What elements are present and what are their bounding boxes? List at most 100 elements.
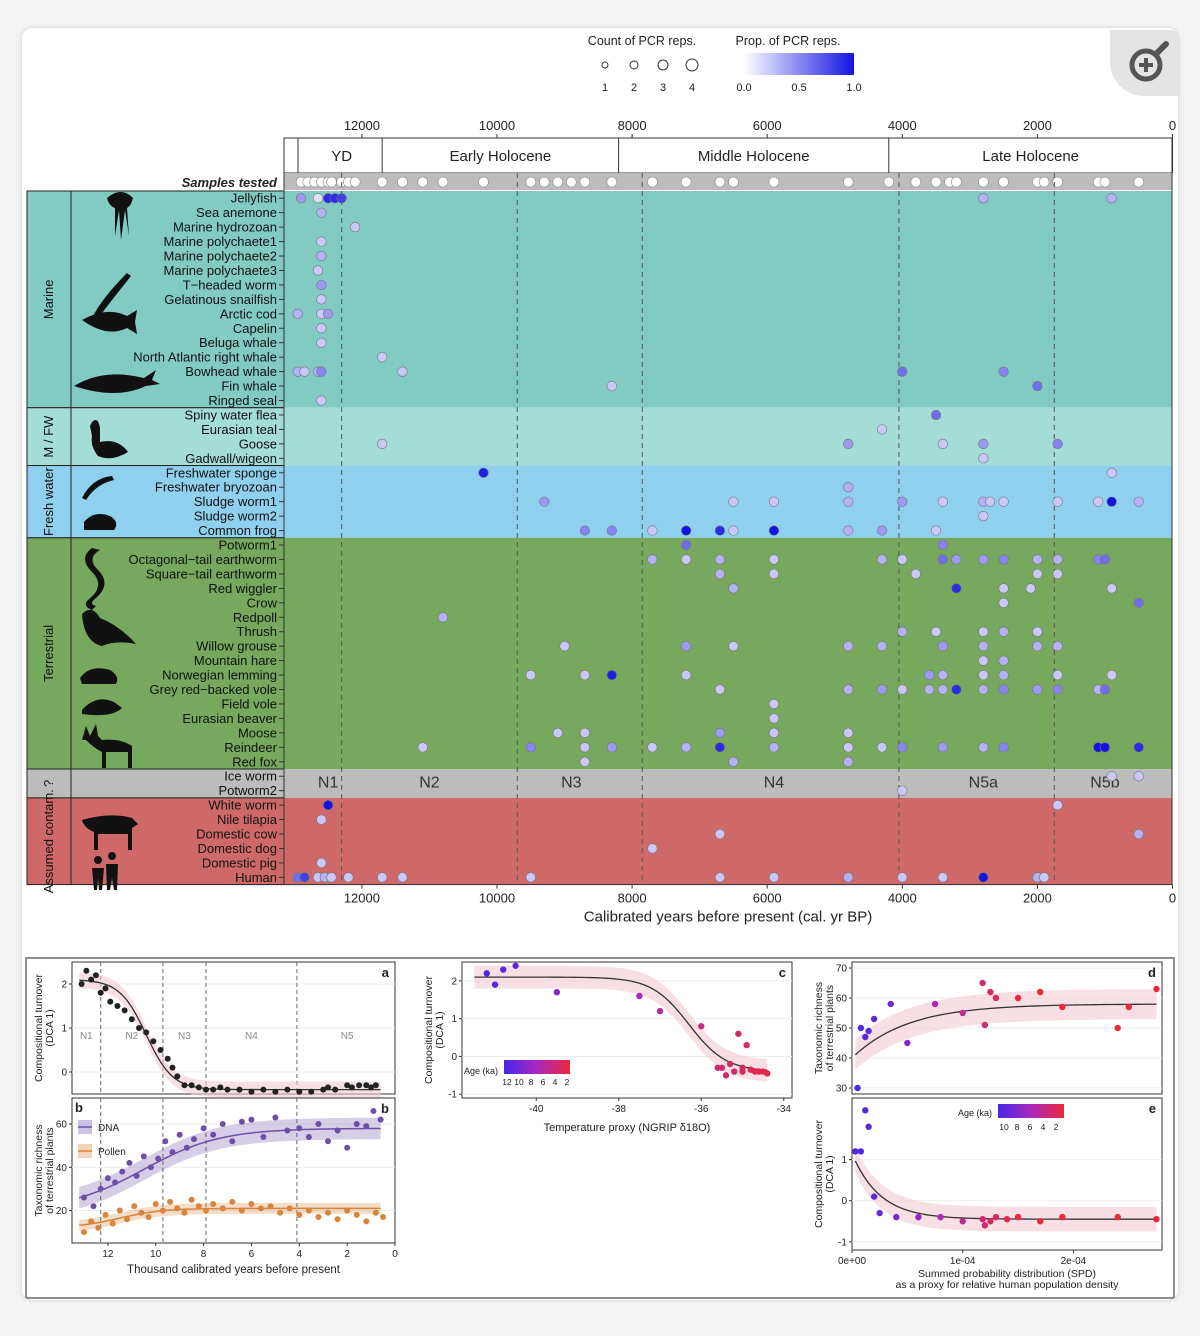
count-legend-circle: [601, 61, 609, 69]
detection-point: [326, 872, 337, 883]
bottom-axis-tick-label: 10000: [479, 891, 515, 906]
count-legend-title: Count of PCR reps.: [588, 34, 696, 48]
panel-c-point: [726, 1060, 734, 1068]
sample-marker: [647, 176, 658, 188]
panel-e-ytick-label: 1: [841, 1155, 847, 1166]
detection-point: [843, 482, 854, 493]
detection-point: [728, 756, 739, 767]
panel-c-point: [656, 1007, 664, 1015]
panel-b-ytick-label: 20: [56, 1206, 68, 1217]
panel-b-point: [169, 1149, 176, 1156]
panel-a-point: [296, 1088, 303, 1095]
panel-b-ytick-label: 60: [56, 1119, 68, 1130]
detection-point: [1052, 568, 1063, 580]
taxon-label: Gelatinous snailfish: [164, 292, 277, 307]
panel-b-point: [88, 1218, 95, 1225]
taxon-label: Red wiggler: [208, 581, 277, 596]
detection-point: [843, 872, 854, 883]
panel-e-xlabel: Summed probability distribution (SPD): [918, 1268, 1096, 1280]
detection-point: [930, 525, 942, 536]
detection-point: [876, 424, 888, 435]
detection-point: [978, 511, 989, 522]
bottom-axis-tick-label: 6000: [753, 891, 782, 906]
group-icon-box: [70, 537, 285, 770]
panel-b-point: [296, 1125, 303, 1132]
taxon-label: North Atlantic right whale: [133, 350, 277, 365]
taxon-label: Grey red−backed vole: [149, 682, 277, 697]
panel-b-point: [195, 1203, 202, 1210]
panel-b-xtick-label: 0: [392, 1249, 398, 1260]
panel-b-point: [119, 1168, 126, 1175]
detection-point: [937, 554, 948, 565]
taxon-label: Mountain hare: [194, 653, 277, 668]
bird-icon: [82, 609, 136, 646]
top-axis-tick-label: 12000: [344, 118, 380, 133]
panel-b-point: [296, 1211, 303, 1218]
panel-e-ytick-label: 0: [841, 1196, 847, 1207]
panel-a-point: [83, 967, 90, 974]
panel-d-point: [1153, 985, 1160, 993]
detection-point: [937, 669, 948, 681]
taxon-label: Marine hydrozoan: [173, 220, 277, 235]
panel-a-point: [260, 1086, 267, 1093]
top-axis-tick-label: 8000: [618, 118, 647, 133]
detection-point: [681, 641, 692, 652]
zoom-button[interactable]: [1110, 30, 1180, 96]
panel-a-point: [217, 1084, 224, 1091]
detection-point: [681, 525, 692, 536]
panel-d-point: [959, 1009, 966, 1017]
detection-point: [768, 727, 780, 738]
panel-a-point: [325, 1084, 332, 1091]
taxon-label: Sludge worm2: [194, 509, 277, 524]
period-label: YD: [331, 148, 352, 165]
panel-a-zone-label: N4: [245, 1031, 258, 1042]
panel-b-point: [305, 1133, 312, 1140]
taxon-label: Eurasian beaver: [182, 711, 277, 726]
panel-c-xlabel: Temperature proxy (NGRIP δ18O): [544, 1122, 711, 1134]
sample-marker: [951, 176, 962, 188]
detection-point: [1052, 800, 1063, 811]
taxon-label: Redpoll: [233, 610, 277, 625]
detection-point: [714, 554, 726, 565]
detection-point: [714, 568, 726, 580]
sample-marker: [883, 176, 895, 188]
taxon-label: Crow: [247, 595, 278, 610]
panel-b-ci-band: [79, 1202, 381, 1231]
detection-point: [539, 496, 550, 507]
panel-d-ytick-label: 60: [836, 994, 848, 1005]
panel-e-point: [1014, 1213, 1022, 1221]
panel-b-xtick-label: 4: [297, 1249, 303, 1260]
panel-e-age-legend-label: 10: [999, 1122, 1009, 1132]
taxon-label: Capelin: [233, 321, 277, 336]
taxon-label: Octagonal−tail earthworm: [129, 552, 278, 567]
detection-point: [728, 641, 739, 652]
panel-b-point: [188, 1196, 195, 1203]
panel-b-point: [219, 1120, 226, 1127]
detection-point: [1052, 684, 1063, 695]
detection-point: [579, 669, 590, 681]
detection-point: [316, 323, 327, 334]
panel-b-point: [191, 1136, 198, 1143]
whale-icon: [74, 370, 160, 393]
detection-point: [316, 337, 327, 348]
detection-point: [437, 612, 449, 623]
panel-a-ytick-label: 1: [61, 1024, 67, 1035]
zone-label: N2: [419, 774, 440, 791]
detection-point: [937, 438, 948, 449]
period-label: Middle Holocene: [698, 148, 810, 165]
sample-marker: [842, 176, 854, 188]
panel-b-point: [260, 1133, 267, 1140]
panel-e-xtick-label: 2e-04: [1061, 1256, 1087, 1267]
panel-b-point: [116, 1207, 123, 1214]
sample-marker: [525, 176, 537, 188]
top-axis-tick-label: 10000: [479, 118, 515, 133]
period-label: Early Holocene: [450, 148, 552, 165]
detection-point: [647, 554, 658, 565]
taxon-label: Potworm2: [218, 783, 277, 798]
detection-point: [316, 366, 327, 377]
taxon-label: Bowhead whale: [185, 364, 277, 379]
panel-a-point: [78, 981, 85, 987]
detection-point: [714, 872, 726, 883]
group-band: [284, 407, 1172, 466]
taxon-label: Domestic dog: [198, 841, 277, 856]
